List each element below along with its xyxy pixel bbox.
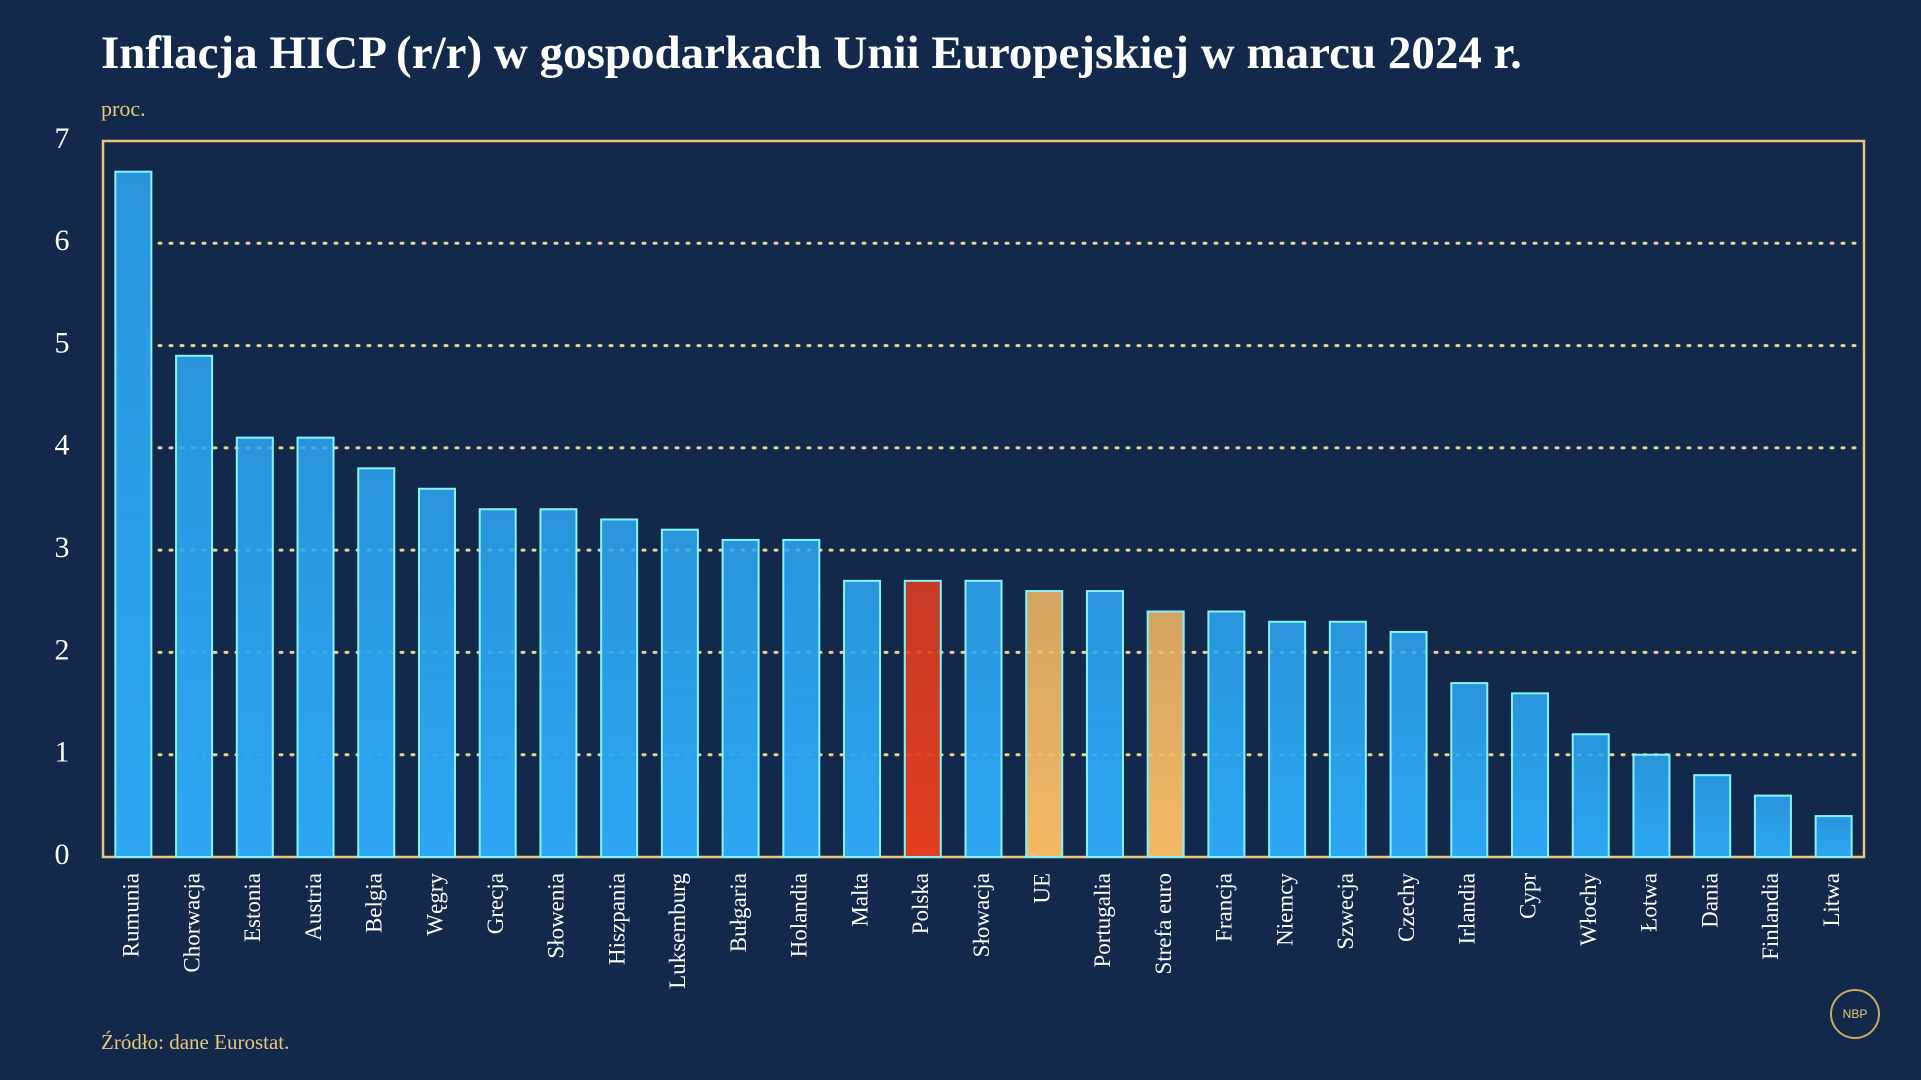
x-tick-label: Dania	[1697, 873, 1722, 928]
x-tick-label: Holandia	[787, 873, 812, 957]
y-tick-label: 1	[55, 736, 70, 769]
x-tick-label: Finlandia	[1758, 873, 1783, 960]
bar	[1693, 774, 1732, 859]
chart-title: Inflacja HICP (r/r) w gospodarkach Unii …	[101, 27, 1522, 79]
x-tick-label: Chorwacja	[179, 873, 204, 973]
x-tick-label: Węgry	[422, 873, 447, 936]
x-tick-label: Estonia	[240, 873, 265, 942]
y-tick-label: 5	[55, 326, 70, 359]
bar	[1753, 794, 1792, 859]
x-tick-label: Szwecja	[1333, 873, 1358, 950]
bar	[903, 579, 942, 858]
bar	[721, 538, 760, 859]
bar	[175, 354, 214, 858]
x-tick-label: Cypr	[1515, 873, 1540, 919]
bar	[1389, 630, 1428, 858]
x-tick-label: Luksemburg	[665, 873, 690, 989]
x-tick-label: Irlandia	[1455, 873, 1480, 945]
x-tick-label: Słowenia	[544, 873, 569, 959]
y-tick-label: 4	[55, 429, 70, 462]
x-tick-label: Bułgaria	[726, 873, 751, 952]
bar	[1511, 692, 1550, 858]
x-tick-label: Francja	[1212, 873, 1237, 942]
x-tick-label: Malta	[847, 873, 872, 927]
y-tick-label: 6	[55, 224, 70, 257]
x-tick-label: Belgia	[362, 873, 387, 933]
bar	[782, 538, 821, 859]
x-tick-label: Portugalia	[1090, 873, 1115, 968]
bar	[1146, 610, 1185, 858]
bar	[478, 508, 517, 858]
bar	[1085, 590, 1124, 858]
bar	[357, 467, 396, 858]
bar	[1268, 620, 1307, 858]
source-note: Źródło: dane Eurostat.	[101, 1030, 289, 1054]
bar	[235, 436, 274, 858]
y-axis-label: proc.	[101, 96, 146, 121]
x-tick-label: Grecja	[483, 873, 508, 934]
x-tick-label: Czechy	[1394, 873, 1419, 942]
x-tick-label: Austria	[301, 873, 326, 941]
bar	[660, 528, 699, 859]
x-tick-label: UE	[1030, 873, 1055, 904]
x-tick-label: Włochy	[1576, 873, 1601, 946]
bar	[1207, 610, 1246, 858]
bar	[1450, 682, 1489, 858]
bar	[964, 579, 1003, 858]
x-tick-label: Słowacja	[969, 873, 994, 957]
bar	[1632, 753, 1671, 859]
bar	[843, 579, 882, 858]
bar	[1571, 733, 1610, 858]
logo: NBP	[1843, 1007, 1868, 1021]
bar	[539, 508, 578, 858]
y-tick-label: 2	[55, 633, 70, 666]
bar	[114, 170, 153, 858]
x-tick-label: Polska	[908, 873, 933, 934]
x-tick-label: Niemcy	[1272, 873, 1297, 946]
x-tick-label: Hiszpania	[604, 873, 629, 965]
logo-ring	[1830, 989, 1880, 1039]
bar	[600, 518, 639, 858]
y-tick-label: 7	[55, 122, 70, 155]
x-tick-label: Łotwa	[1637, 873, 1662, 932]
bar	[1814, 815, 1853, 858]
bar	[296, 436, 335, 858]
bar	[1025, 590, 1064, 858]
y-tick-label: 0	[55, 838, 70, 871]
bar	[1328, 620, 1367, 858]
y-tick-label: 3	[55, 531, 70, 564]
x-tick-label: Strefa euro	[1151, 873, 1176, 975]
x-tick-label: Rumunia	[119, 873, 144, 957]
bar	[417, 487, 456, 858]
x-tick-label: Litwa	[1819, 873, 1844, 927]
